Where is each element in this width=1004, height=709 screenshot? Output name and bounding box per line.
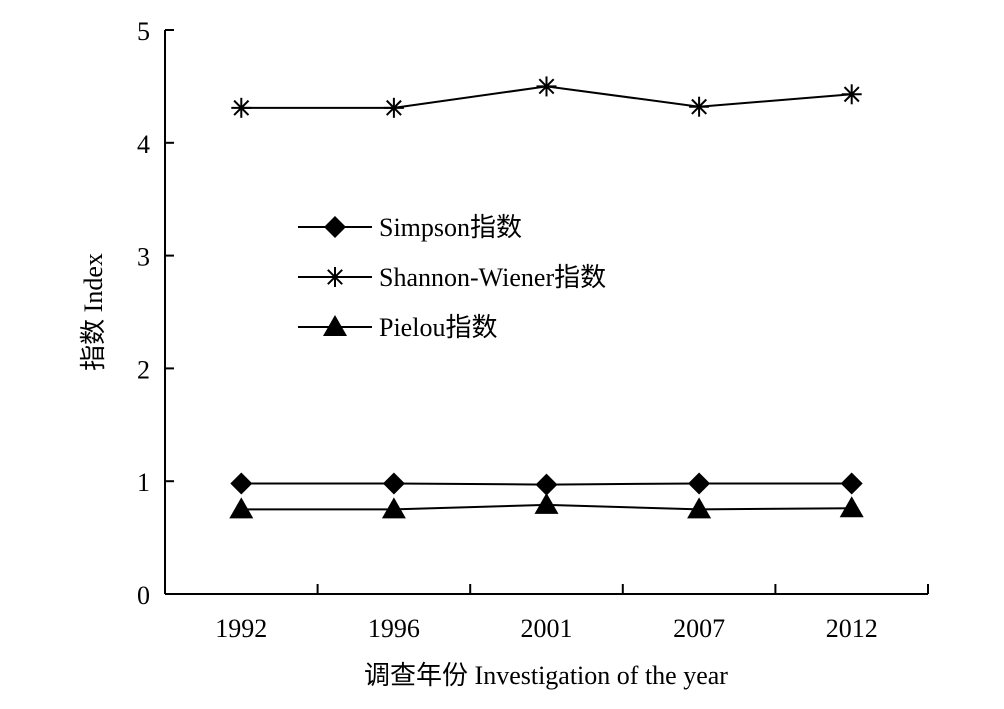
legend-marker-diamond: [324, 216, 346, 238]
data-point-triangle: [229, 497, 254, 519]
y-tick-label: 2: [137, 355, 150, 384]
data-point-asterisk: [689, 96, 710, 117]
legend-item: Simpson指数: [298, 213, 522, 242]
data-point-asterisk: [383, 97, 404, 118]
legend-item: Pielou指数: [298, 313, 497, 342]
series-asterisk: [231, 76, 862, 118]
series-triangle: [229, 492, 864, 519]
data-point-triangle: [381, 497, 406, 519]
series-diamond: [230, 472, 863, 496]
data-point-diamond: [688, 472, 711, 495]
legend-label: Pielou指数: [379, 313, 497, 342]
data-point-asterisk: [231, 97, 252, 118]
data-point-asterisk: [536, 76, 557, 97]
legend-marker-asterisk: [325, 267, 345, 287]
x-axis-label: 调查年份 Investigation of the year: [364, 661, 728, 690]
y-tick-label: 3: [137, 243, 150, 272]
axes: 0 1 2 3 4 5 1992 1996 2001 2007 2012: [137, 17, 929, 643]
data-point-triangle: [534, 492, 559, 514]
legend-marker-triangle: [323, 315, 347, 336]
legend-label: Simpson指数: [379, 213, 522, 242]
series-layer: [229, 76, 864, 519]
legend: Simpson指数 Shannon-Wiener指数 Pielou指数: [298, 213, 606, 342]
data-point-diamond: [535, 473, 558, 496]
data-point-diamond: [230, 472, 253, 495]
x-tick-label: 2007: [673, 614, 725, 643]
y-tick-label: 0: [137, 581, 150, 610]
x-tick-label: 2001: [521, 614, 573, 643]
x-tick-label: 2012: [826, 614, 878, 643]
legend-label: Shannon-Wiener指数: [379, 263, 606, 292]
data-point-diamond: [382, 472, 405, 495]
data-point-asterisk: [841, 84, 862, 105]
y-tick-label: 4: [137, 130, 150, 159]
data-point-triangle: [839, 496, 864, 518]
legend-item: Shannon-Wiener指数: [298, 263, 606, 292]
y-tick-label: 5: [137, 17, 150, 46]
y-tick-label: 1: [137, 468, 150, 497]
data-point-triangle: [687, 497, 712, 519]
data-point-diamond: [840, 472, 863, 495]
x-tick-label: 1996: [368, 614, 420, 643]
y-axis-label: 指数 Index: [79, 253, 108, 371]
x-tick-label: 1992: [215, 614, 267, 643]
